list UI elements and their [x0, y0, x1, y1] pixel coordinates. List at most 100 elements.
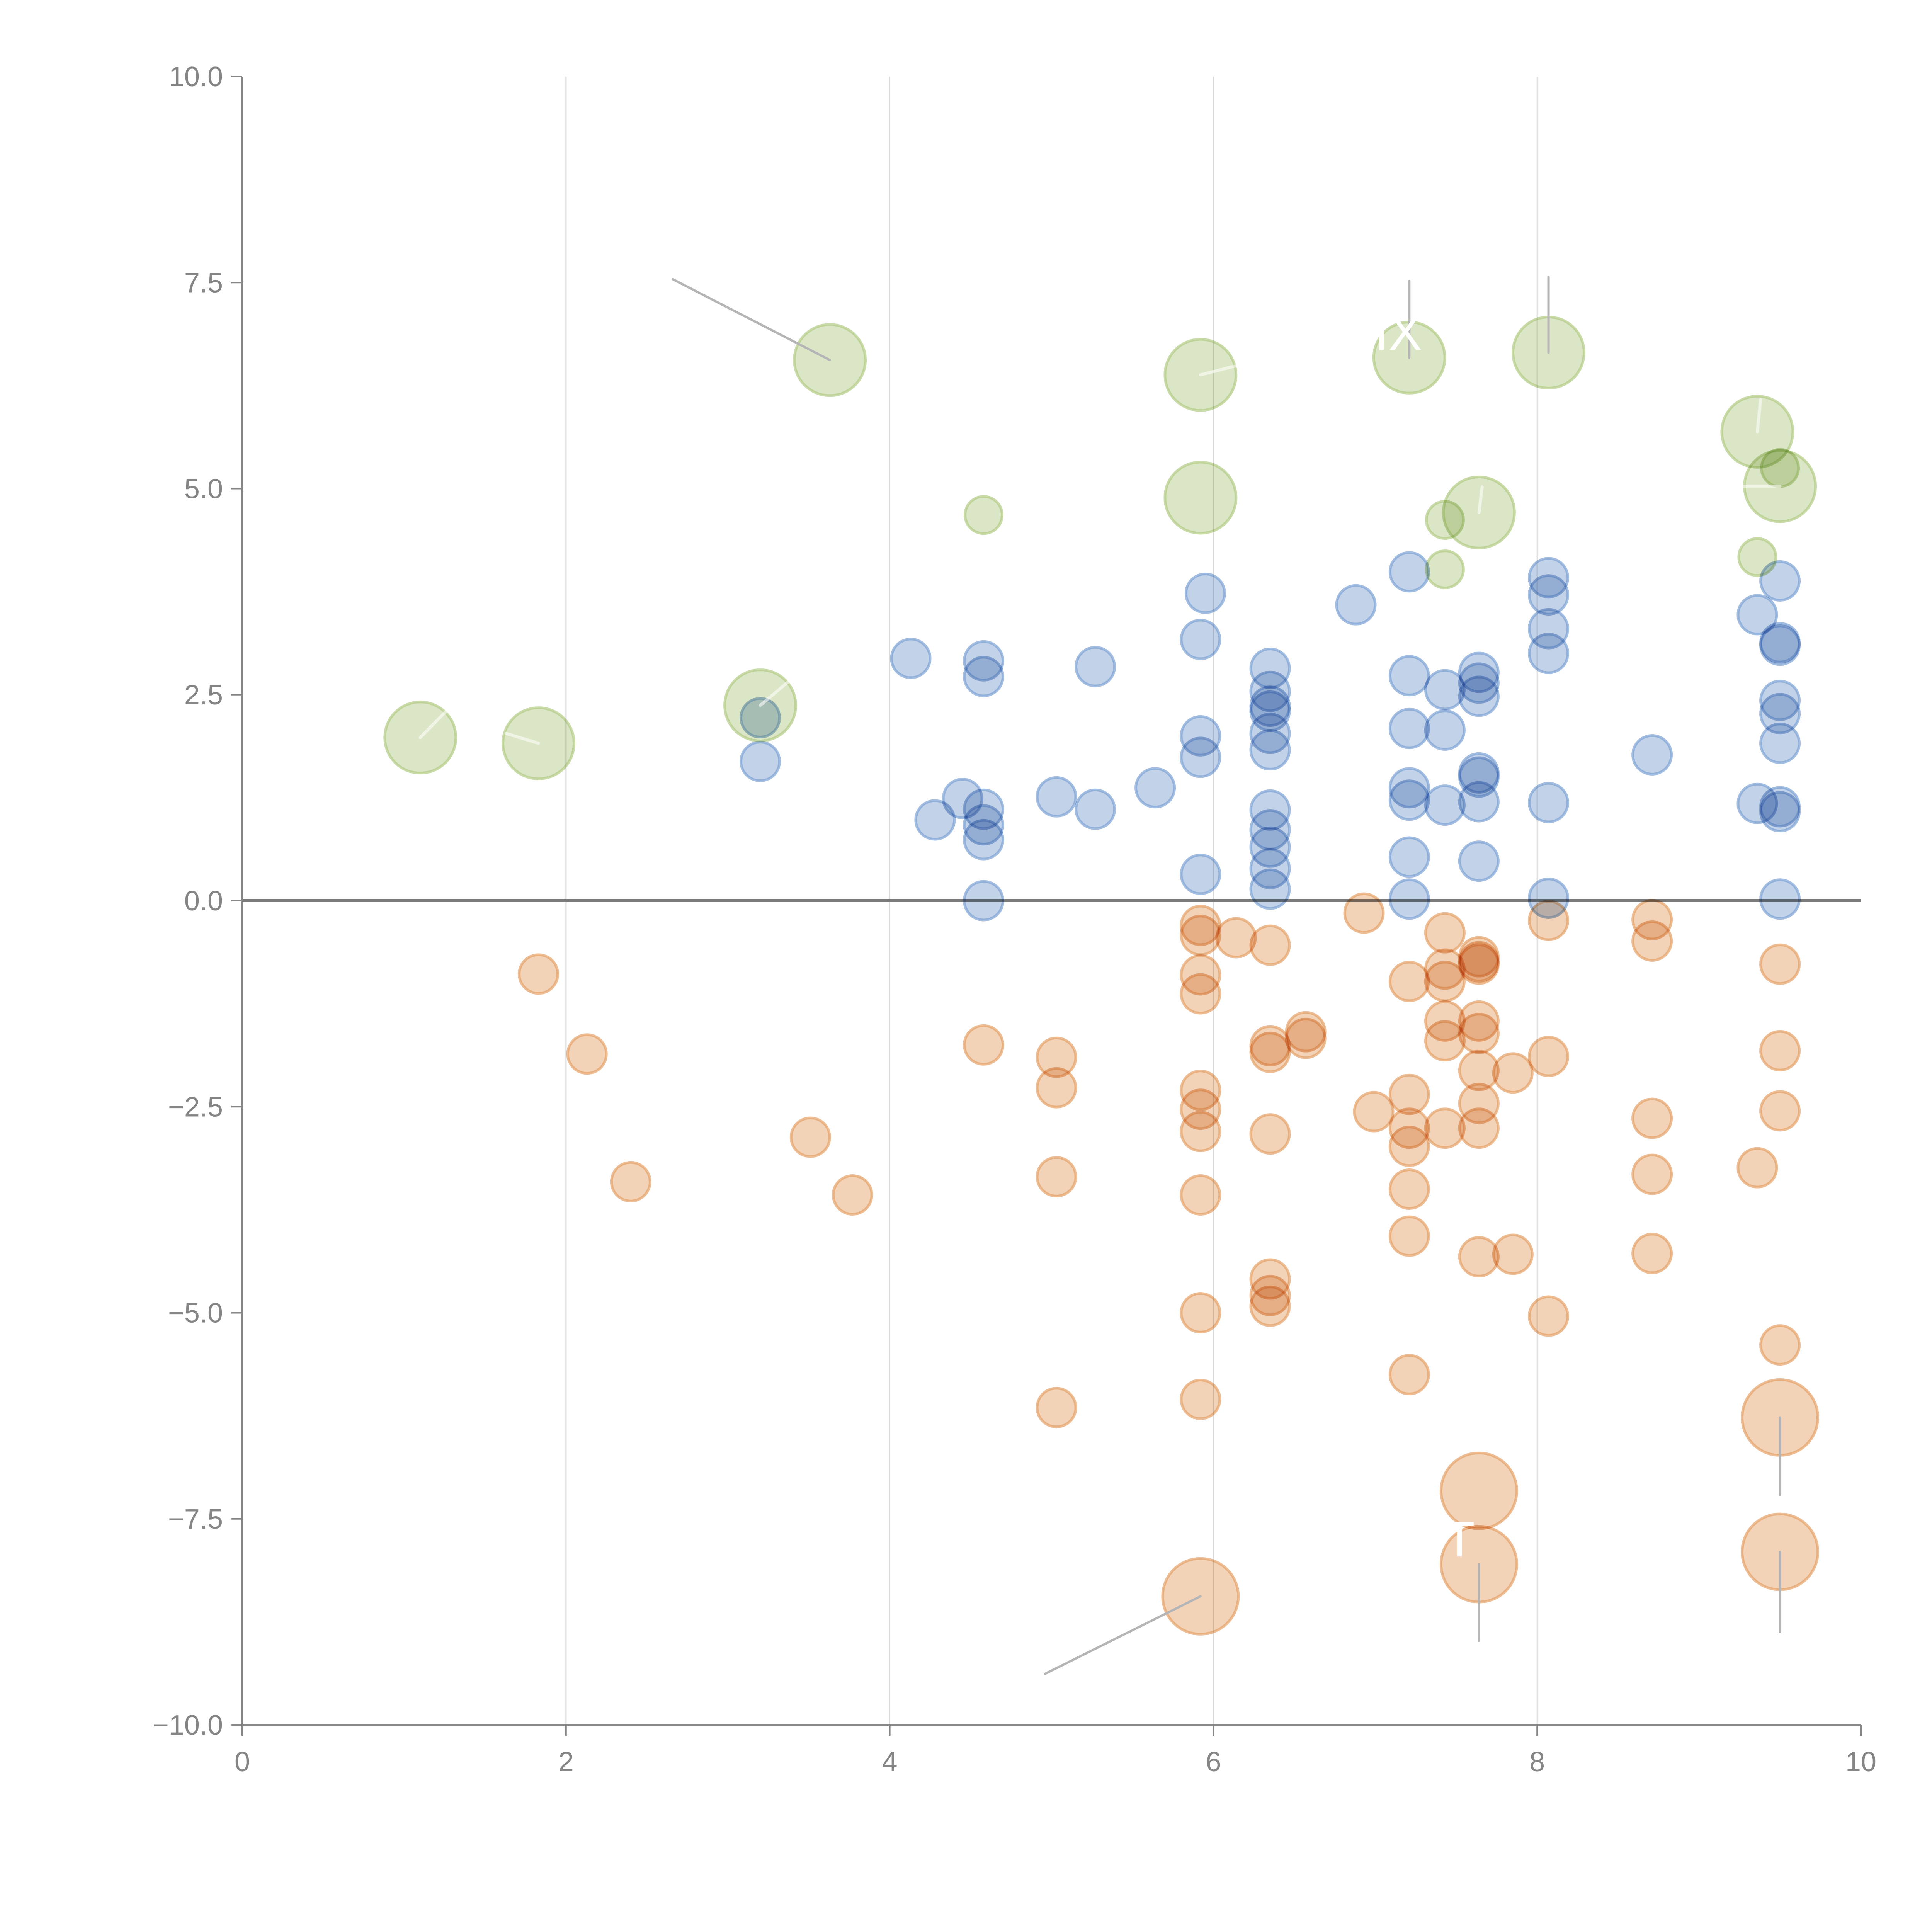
- blue-point: [1388, 779, 1430, 821]
- annotation-leader-line: [1477, 485, 1484, 514]
- x-tick-label: 2: [558, 1747, 574, 1777]
- orange-point: [1631, 1233, 1673, 1274]
- annotation-label: T: [1444, 1511, 1475, 1567]
- orange-point: [1388, 1126, 1430, 1167]
- orange-point: [1424, 961, 1466, 1002]
- orange-point: [1759, 1324, 1801, 1366]
- annotations: IX T: [418, 276, 1782, 1675]
- x-tick-label: 8: [1529, 1747, 1545, 1777]
- green-point: [1760, 448, 1800, 488]
- orange-point: [1249, 1031, 1291, 1073]
- blue-point: [1759, 878, 1801, 920]
- blue-point: [963, 880, 1005, 922]
- orange-point: [1249, 1285, 1291, 1327]
- orange-point: [1424, 912, 1466, 954]
- orange-point: [1180, 915, 1221, 956]
- orange-point: [1388, 961, 1430, 1002]
- x-tick-label: 4: [882, 1747, 898, 1777]
- blue-point: [1388, 836, 1430, 878]
- orange-point: [963, 1024, 1005, 1066]
- orange-point: [1759, 1030, 1801, 1071]
- blue-point: [1631, 734, 1673, 776]
- orange-point: [1458, 1012, 1500, 1054]
- orange-point: [1458, 1107, 1500, 1149]
- blue-point: [1759, 791, 1801, 833]
- orange-point: [1180, 1292, 1221, 1333]
- blue-point: [1180, 854, 1221, 895]
- orange-point: [1180, 973, 1221, 1015]
- orange-point: [1343, 892, 1385, 934]
- blue-point: [1458, 781, 1500, 823]
- y-tick-label: −7.5: [168, 1504, 223, 1535]
- orange-point: [518, 953, 560, 995]
- orange-point: [1180, 1111, 1221, 1152]
- green-point: [1163, 461, 1238, 535]
- blue-point: [1075, 646, 1116, 687]
- orange-point: [1759, 1090, 1801, 1132]
- y-tick-label: −5.0: [168, 1298, 223, 1329]
- blue-point: [1388, 707, 1430, 749]
- blue-point: [1458, 675, 1500, 717]
- orange-point: [1492, 1233, 1534, 1275]
- orange-point: [1249, 1113, 1291, 1155]
- blue-point: [1388, 551, 1430, 593]
- green-point: [1737, 537, 1777, 577]
- x-axis-ticks: 0 2 4 6 8 10: [235, 1725, 1876, 1777]
- orange-point: [1036, 1387, 1077, 1429]
- green-point: [1425, 549, 1465, 590]
- annotation-label: IX: [1374, 304, 1422, 361]
- blue-point: [1180, 736, 1221, 778]
- blue-point: [1736, 594, 1778, 636]
- blue-point: [1458, 840, 1500, 882]
- data-points: [383, 316, 1820, 1636]
- orange-point: [1036, 1067, 1077, 1109]
- orange-point: [1424, 1020, 1466, 1062]
- orange-point: [1631, 1097, 1673, 1139]
- blue-point: [739, 741, 781, 782]
- x-tick-label: 0: [235, 1747, 250, 1777]
- y-tick-label: 2.5: [184, 680, 223, 711]
- orange-point: [1759, 943, 1801, 985]
- orange-point: [1353, 1091, 1395, 1133]
- orange-point: [1528, 1036, 1570, 1077]
- orange-point: [1631, 920, 1673, 962]
- blue-point: [1249, 868, 1291, 910]
- blue-point: [1249, 729, 1291, 771]
- annotation-leader-line: [1755, 398, 1762, 434]
- orange-point: [1631, 1153, 1673, 1195]
- orange-point: [1388, 1168, 1430, 1210]
- axes: [242, 77, 1861, 1726]
- orange-point: [1285, 1017, 1327, 1059]
- blue-point: [1134, 767, 1176, 809]
- orange-point: [1736, 1147, 1778, 1189]
- y-tick-label: −10.0: [153, 1710, 223, 1741]
- x-tick-label: 10: [1845, 1747, 1876, 1777]
- annotation-leader-line: [504, 732, 540, 745]
- orange-point: [1458, 943, 1500, 985]
- orange-point: [1388, 1354, 1430, 1395]
- y-tick-label: 10.0: [169, 61, 223, 92]
- blue-point: [1184, 572, 1226, 614]
- annotation-leader-line: [418, 709, 448, 739]
- orange-point: [1180, 1378, 1221, 1420]
- y-tick-label: 7.5: [184, 267, 223, 298]
- orange-point: [1180, 1174, 1221, 1216]
- blue-point: [963, 656, 1005, 697]
- orange-point: [566, 1033, 608, 1075]
- green-point: [1425, 500, 1465, 540]
- y-tick-label: 5.0: [184, 474, 223, 505]
- x-tick-label: 6: [1206, 1747, 1221, 1777]
- annotation-leader-line: [759, 672, 799, 707]
- green-point: [964, 495, 1004, 535]
- y-tick-label: −2.5: [168, 1092, 223, 1122]
- blue-point: [1424, 709, 1466, 751]
- annotation-leader-line: [1044, 1595, 1202, 1675]
- orange-point: [789, 1116, 831, 1158]
- orange-point: [1036, 1156, 1077, 1198]
- series-green: [383, 316, 1817, 781]
- blue-point: [1528, 782, 1570, 823]
- blue-point: [1388, 878, 1430, 920]
- orange-point: [1215, 917, 1257, 959]
- blue-point: [1180, 619, 1221, 660]
